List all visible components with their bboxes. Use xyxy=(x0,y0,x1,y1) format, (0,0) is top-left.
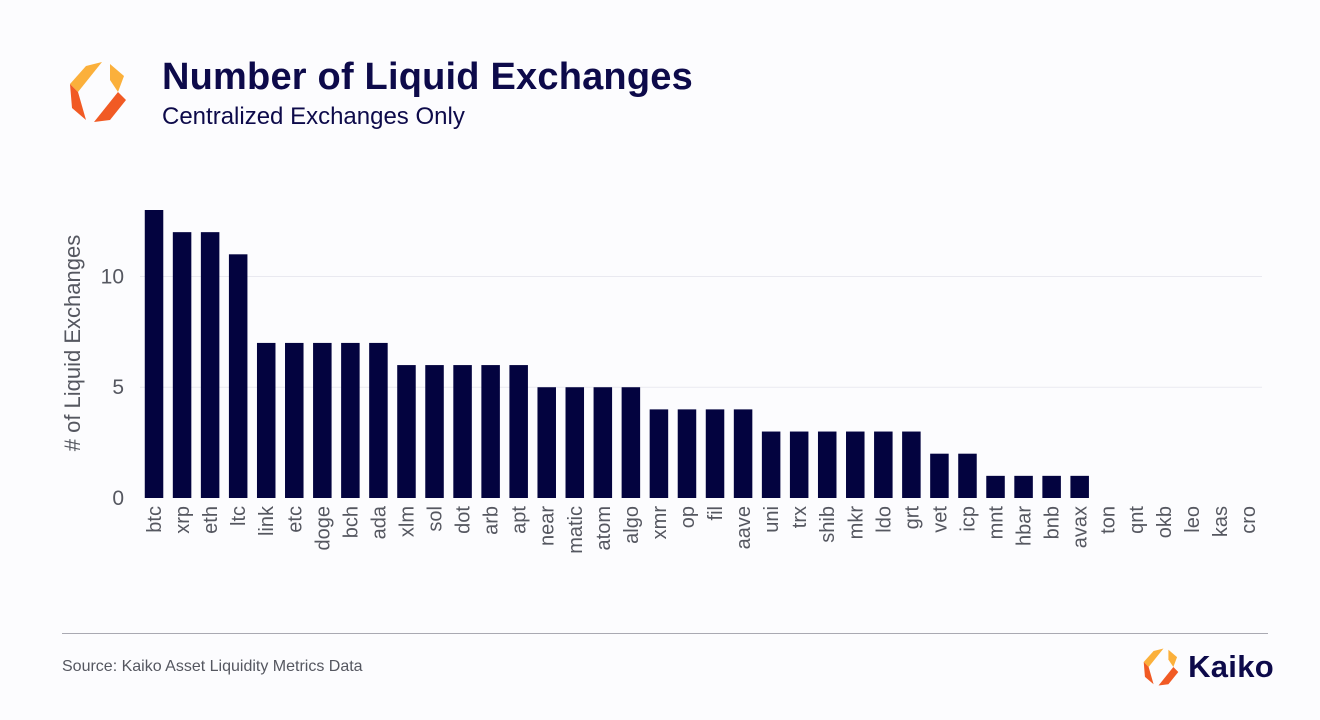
x-tick-label: vet xyxy=(929,506,951,533)
x-tick-label: avax xyxy=(1070,506,1092,548)
bar-op xyxy=(677,409,697,498)
bar-ldo xyxy=(874,431,893,498)
x-tick-label: ada xyxy=(368,505,390,539)
x-tick-label: kas xyxy=(1210,506,1232,537)
bars xyxy=(144,210,1089,498)
bar-shib xyxy=(817,431,837,498)
bar-etc xyxy=(285,342,304,498)
bar-bch xyxy=(341,342,360,498)
chart-subtitle: Centralized Exchanges Only xyxy=(162,103,465,130)
bar-ada xyxy=(369,342,388,498)
bar-chart: 0 5 10 btc xrp eth ltc link etc doge bch ada xlm sol… xyxy=(60,210,1262,554)
brand: Kaiko xyxy=(1140,646,1274,688)
x-tick-label: atom xyxy=(593,506,615,550)
kaiko-logo-icon xyxy=(70,62,126,122)
x-tick-label: grt xyxy=(901,506,923,530)
x-tick-label: xrp xyxy=(172,506,194,534)
bar-xlm xyxy=(397,365,416,498)
x-tick-label: dot xyxy=(453,506,475,534)
bar-ltc xyxy=(228,254,248,498)
x-tick-label: xlm xyxy=(396,506,418,537)
gridlines xyxy=(140,275,1262,388)
y-tick-labels: 0 5 10 xyxy=(101,265,124,510)
bar-xmr xyxy=(649,409,669,498)
y-axis-label: # of Liquid Exchanges xyxy=(60,235,85,452)
x-tick-label: fil xyxy=(705,506,727,520)
x-tick-label: leo xyxy=(1182,506,1204,533)
bar-mkr xyxy=(846,431,865,498)
bar-fil xyxy=(705,409,725,498)
x-tick-label: bch xyxy=(340,506,362,538)
x-tick-label: etc xyxy=(284,506,306,533)
x-tick-label: link xyxy=(256,505,278,536)
x-tick-label: icp xyxy=(957,506,979,532)
x-tick-label: matic xyxy=(565,506,587,554)
x-tick-label: algo xyxy=(621,506,643,544)
bar-bnb xyxy=(1042,475,1061,498)
x-tick-label: qnt xyxy=(1126,506,1148,534)
source-note: Source: Kaiko Asset Liquidity Metrics Da… xyxy=(62,658,363,675)
bar-eth xyxy=(200,232,220,498)
chart-title: Number of Liquid Exchanges xyxy=(162,56,693,98)
x-tick-label: ltc xyxy=(228,506,250,526)
bar-algo xyxy=(621,387,641,498)
bar-hbar xyxy=(1014,475,1033,498)
bar-icp xyxy=(958,453,977,498)
bar-near xyxy=(537,387,556,498)
x-tick-label: sol xyxy=(425,506,447,532)
bar-sol xyxy=(425,365,444,498)
x-tick-label: uni xyxy=(761,506,783,533)
bar-uni xyxy=(761,431,781,498)
bar-arb xyxy=(481,365,500,498)
x-tick-label: op xyxy=(677,506,699,528)
x-tick-label: mkr xyxy=(845,506,867,540)
bar-trx xyxy=(789,431,809,498)
x-tick-label: doge xyxy=(312,506,334,551)
brand-name: Kaiko xyxy=(1188,649,1274,684)
x-tick-label: hbar xyxy=(1014,506,1036,546)
footer-divider xyxy=(62,633,1268,634)
x-tick-label: cro xyxy=(1238,506,1260,534)
bar-link xyxy=(256,342,276,498)
x-tick-label: okb xyxy=(1154,506,1176,538)
x-tick-labels: btc xrp eth ltc link etc doge bch ada xlm sol dot ar… xyxy=(144,505,1260,554)
y-tick-label: 5 xyxy=(112,376,124,399)
bar-doge xyxy=(313,342,332,498)
bar-atom xyxy=(593,387,613,498)
x-tick-label: aave xyxy=(733,506,755,549)
bar-dot xyxy=(453,365,472,498)
x-tick-label: ton xyxy=(1098,506,1120,534)
bar-xrp xyxy=(172,232,192,498)
bar-matic xyxy=(565,387,585,498)
x-tick-label: mnt xyxy=(986,506,1008,540)
x-tick-label: arb xyxy=(481,506,503,535)
bar-avax xyxy=(1070,475,1089,498)
x-tick-label: bnb xyxy=(1042,506,1064,539)
x-tick-label: shib xyxy=(817,506,839,543)
bar-grt xyxy=(902,431,921,498)
bar-mnt xyxy=(986,475,1005,498)
x-tick-label: apt xyxy=(509,506,531,534)
x-tick-label: trx xyxy=(789,506,811,528)
x-tick-label: xmr xyxy=(649,506,671,540)
bar-btc xyxy=(144,210,164,498)
bar-aave xyxy=(733,409,753,498)
x-tick-label: btc xyxy=(144,506,166,533)
bar-apt xyxy=(509,365,528,498)
y-tick-label: 10 xyxy=(101,265,124,288)
kaiko-logo-icon xyxy=(1143,648,1179,686)
x-tick-label: ldo xyxy=(873,506,895,533)
x-tick-label: near xyxy=(537,506,559,546)
y-tick-label: 0 xyxy=(112,487,124,510)
bar-vet xyxy=(930,453,949,498)
x-tick-label: eth xyxy=(200,506,222,534)
